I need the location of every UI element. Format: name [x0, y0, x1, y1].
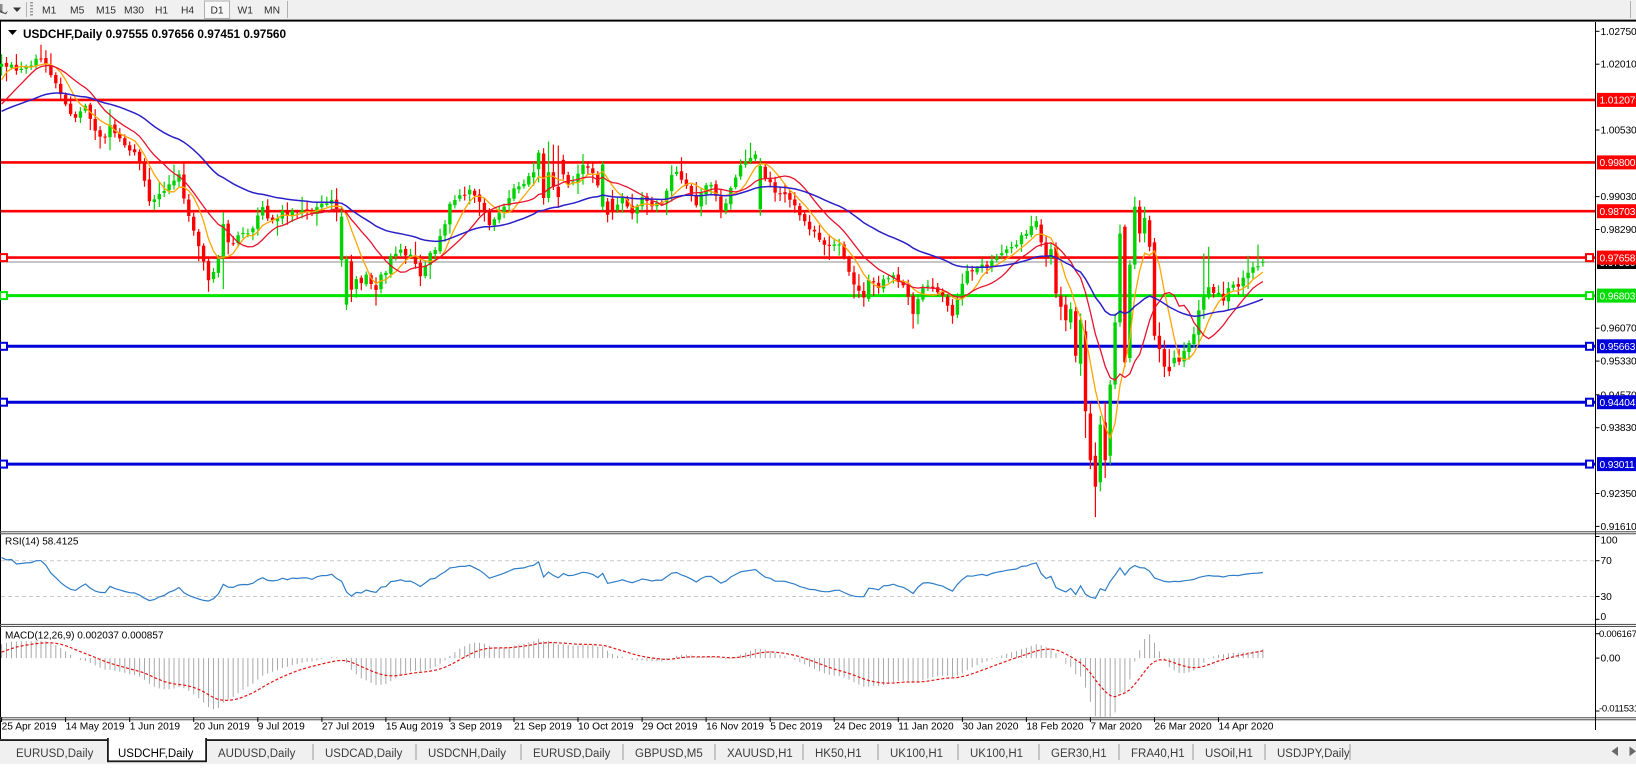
- svg-text:0.93830: 0.93830: [1601, 423, 1636, 434]
- svg-text:11 Jan 2020: 11 Jan 2020: [898, 721, 954, 732]
- svg-text:20 Jun 2019: 20 Jun 2019: [194, 721, 250, 732]
- svg-text:0.00: 0.00: [1601, 654, 1621, 665]
- svg-text:MN: MN: [264, 6, 280, 17]
- svg-text:0: 0: [1601, 612, 1607, 623]
- svg-text:USDCAD,Daily: USDCAD,Daily: [325, 748, 403, 760]
- svg-text:M30: M30: [124, 6, 144, 17]
- svg-text:10 Oct 2019: 10 Oct 2019: [578, 721, 634, 732]
- svg-text:H1: H1: [155, 6, 168, 17]
- svg-text:1.02750: 1.02750: [1601, 27, 1636, 38]
- svg-text:29 Oct 2019: 29 Oct 2019: [642, 721, 698, 732]
- svg-text:M15: M15: [96, 6, 116, 17]
- svg-text:M1: M1: [42, 6, 57, 17]
- svg-text:UK100,H1: UK100,H1: [890, 748, 943, 760]
- svg-text:0.95330: 0.95330: [1601, 357, 1636, 368]
- svg-text:100: 100: [1601, 535, 1618, 546]
- svg-text:21 Sep 2019: 21 Sep 2019: [514, 721, 572, 732]
- svg-text:14 Apr 2020: 14 Apr 2020: [1219, 721, 1274, 732]
- svg-text:25 Apr 2019: 25 Apr 2019: [2, 721, 57, 732]
- svg-text:26 Mar 2020: 26 Mar 2020: [1155, 721, 1213, 732]
- svg-text:HK50,H1: HK50,H1: [815, 748, 862, 760]
- svg-text:7 Mar 2020: 7 Mar 2020: [1090, 721, 1142, 732]
- svg-text:USDCNH,Daily: USDCNH,Daily: [428, 748, 506, 760]
- svg-text:1 Jun 2019: 1 Jun 2019: [130, 721, 181, 732]
- svg-text:16 Nov 2019: 16 Nov 2019: [706, 721, 764, 732]
- svg-text:M5: M5: [70, 6, 85, 17]
- svg-text:30: 30: [1601, 592, 1613, 603]
- svg-text:0.91610: 0.91610: [1601, 522, 1636, 533]
- svg-text:0.98290: 0.98290: [1601, 225, 1636, 236]
- svg-text:AUDUSD,Daily: AUDUSD,Daily: [218, 748, 296, 760]
- svg-text:27 Jul 2019: 27 Jul 2019: [322, 721, 375, 732]
- svg-text:0.99800: 0.99800: [1600, 158, 1636, 169]
- svg-text:USDJPY,Daily: USDJPY,Daily: [1277, 748, 1350, 760]
- svg-text:USDCHF,Daily: USDCHF,Daily: [118, 748, 194, 760]
- svg-text:0.93011: 0.93011: [1600, 460, 1636, 471]
- svg-text:0.97658: 0.97658: [1600, 253, 1636, 264]
- svg-text:15 Aug 2019: 15 Aug 2019: [386, 721, 444, 732]
- svg-text:1.02010: 1.02010: [1601, 60, 1636, 71]
- svg-text:MACD(12,26,9) 0.002037 0.00085: MACD(12,26,9) 0.002037 0.000857: [5, 631, 164, 642]
- svg-text:0.92350: 0.92350: [1601, 489, 1636, 500]
- svg-text:USDCHF,Daily 0.97555 0.97656: USDCHF,Daily 0.97555 0.97656 0.97451 0.9…: [23, 27, 286, 41]
- svg-text:18 Feb 2020: 18 Feb 2020: [1026, 721, 1084, 732]
- svg-text:70: 70: [1601, 556, 1613, 567]
- svg-text:RSI(14) 58.4125: RSI(14) 58.4125: [5, 537, 79, 548]
- svg-text:GER30,H1: GER30,H1: [1051, 748, 1107, 760]
- svg-text:USOil,H1: USOil,H1: [1205, 748, 1253, 760]
- svg-text:EURUSD,Daily: EURUSD,Daily: [533, 748, 611, 760]
- svg-text:0.94404: 0.94404: [1600, 398, 1636, 409]
- svg-text:9 Jul 2019: 9 Jul 2019: [258, 721, 305, 732]
- svg-text:EURUSD,Daily: EURUSD,Daily: [16, 748, 94, 760]
- svg-text:24 Dec 2019: 24 Dec 2019: [834, 721, 892, 732]
- svg-text:0.96803: 0.96803: [1600, 291, 1636, 302]
- svg-text:0.96070: 0.96070: [1601, 324, 1636, 335]
- svg-text:-0.011531: -0.011531: [1599, 704, 1636, 715]
- svg-text:3 Sep 2019: 3 Sep 2019: [450, 721, 502, 732]
- svg-text:XAUUSD,H1: XAUUSD,H1: [727, 748, 793, 760]
- svg-text:5 Dec 2019: 5 Dec 2019: [770, 721, 822, 732]
- svg-text:GBPUSD,M5: GBPUSD,M5: [635, 748, 703, 760]
- svg-text:30 Jan 2020: 30 Jan 2020: [962, 721, 1018, 732]
- svg-text:D1: D1: [211, 6, 224, 17]
- svg-text:1.00530: 1.00530: [1601, 126, 1636, 137]
- svg-text:H4: H4: [181, 6, 194, 17]
- svg-text:W1: W1: [238, 6, 254, 17]
- svg-text:0.99030: 0.99030: [1601, 192, 1636, 203]
- svg-text:FRA40,H1: FRA40,H1: [1131, 748, 1185, 760]
- svg-text:0.95663: 0.95663: [1600, 342, 1636, 353]
- svg-text:14 May 2019: 14 May 2019: [66, 721, 125, 732]
- svg-text:0.98703: 0.98703: [1600, 207, 1636, 218]
- svg-text:0.006167: 0.006167: [1599, 629, 1636, 640]
- svg-text:UK100,H1: UK100,H1: [970, 748, 1023, 760]
- svg-text:1.01207: 1.01207: [1600, 96, 1636, 107]
